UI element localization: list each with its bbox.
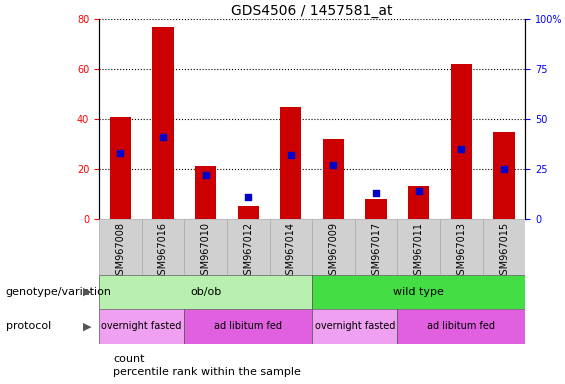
Bar bbox=[270, 219, 312, 275]
Bar bbox=[323, 139, 344, 219]
Bar bbox=[366, 199, 387, 219]
Text: GSM967014: GSM967014 bbox=[286, 222, 296, 281]
Bar bbox=[398, 219, 440, 275]
Bar bbox=[280, 107, 302, 219]
Bar bbox=[483, 219, 525, 275]
Text: GSM967013: GSM967013 bbox=[457, 222, 467, 281]
Text: ad libitum fed: ad libitum fed bbox=[214, 321, 282, 331]
Text: GSM967015: GSM967015 bbox=[499, 222, 509, 281]
Text: genotype/variation: genotype/variation bbox=[6, 287, 112, 297]
Bar bbox=[493, 132, 515, 219]
Point bbox=[457, 146, 466, 152]
Bar bbox=[110, 117, 131, 219]
Bar bbox=[99, 219, 141, 275]
Text: GSM967017: GSM967017 bbox=[371, 222, 381, 281]
Bar bbox=[237, 207, 259, 219]
Bar bbox=[355, 219, 398, 275]
Point bbox=[158, 134, 167, 140]
Point bbox=[499, 166, 508, 172]
Text: GSM967016: GSM967016 bbox=[158, 222, 168, 281]
Bar bbox=[451, 64, 472, 219]
Point bbox=[414, 188, 423, 194]
Bar bbox=[312, 219, 355, 275]
Text: GSM967012: GSM967012 bbox=[243, 222, 253, 281]
Text: ob/ob: ob/ob bbox=[190, 287, 221, 297]
Point bbox=[244, 194, 253, 200]
Text: GSM967009: GSM967009 bbox=[328, 222, 338, 281]
Text: GSM967010: GSM967010 bbox=[201, 222, 211, 281]
Bar bbox=[152, 27, 173, 219]
Title: GDS4506 / 1457581_at: GDS4506 / 1457581_at bbox=[232, 4, 393, 18]
Bar bbox=[398, 309, 525, 344]
Bar bbox=[440, 219, 483, 275]
Bar bbox=[141, 219, 184, 275]
Bar bbox=[195, 167, 216, 219]
Text: percentile rank within the sample: percentile rank within the sample bbox=[113, 367, 301, 377]
Text: overnight fasted: overnight fasted bbox=[315, 321, 395, 331]
Text: wild type: wild type bbox=[393, 287, 444, 297]
Bar bbox=[227, 219, 270, 275]
Text: GSM967008: GSM967008 bbox=[115, 222, 125, 281]
Bar bbox=[312, 309, 398, 344]
Text: ▶: ▶ bbox=[83, 321, 92, 331]
Text: ▶: ▶ bbox=[83, 287, 92, 297]
Text: protocol: protocol bbox=[6, 321, 51, 331]
Point bbox=[372, 190, 381, 196]
Bar bbox=[184, 309, 312, 344]
Bar bbox=[184, 219, 227, 275]
Text: count: count bbox=[113, 354, 145, 364]
Text: ad libitum fed: ad libitum fed bbox=[428, 321, 496, 331]
Bar bbox=[99, 309, 184, 344]
Text: overnight fasted: overnight fasted bbox=[101, 321, 182, 331]
Point bbox=[286, 152, 295, 158]
Bar bbox=[408, 187, 429, 219]
Point bbox=[201, 172, 210, 178]
Bar bbox=[312, 275, 525, 309]
Point bbox=[329, 162, 338, 168]
Bar bbox=[99, 275, 312, 309]
Point bbox=[116, 150, 125, 156]
Text: GSM967011: GSM967011 bbox=[414, 222, 424, 281]
